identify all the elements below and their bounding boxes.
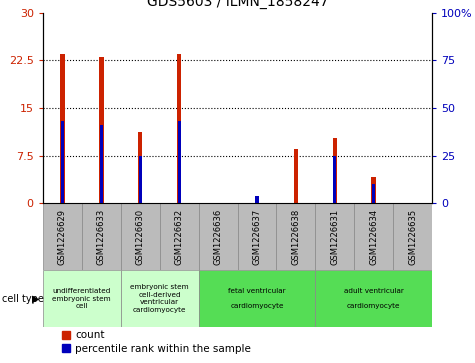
Bar bbox=[100, 125, 103, 203]
Legend: count, percentile rank within the sample: count, percentile rank within the sample bbox=[57, 326, 255, 358]
Text: GSM1226636: GSM1226636 bbox=[214, 209, 222, 265]
Bar bbox=[315, 203, 354, 270]
Bar bbox=[294, 149, 298, 203]
Bar bbox=[43, 270, 121, 327]
Text: GSM1226634: GSM1226634 bbox=[370, 209, 378, 265]
Text: embryonic stem
cell-derived
ventricular
cardiomyocyte: embryonic stem cell-derived ventricular … bbox=[130, 284, 189, 313]
Bar bbox=[199, 203, 238, 270]
Bar bbox=[43, 203, 82, 270]
Bar bbox=[121, 270, 199, 327]
Text: fetal ventricular

cardiomyocyte: fetal ventricular cardiomyocyte bbox=[228, 288, 286, 309]
Bar bbox=[82, 203, 121, 270]
Text: GSM1226630: GSM1226630 bbox=[136, 209, 144, 265]
Text: cell type: cell type bbox=[2, 294, 44, 303]
Text: ▶: ▶ bbox=[32, 294, 40, 303]
Text: GSM1226632: GSM1226632 bbox=[175, 209, 183, 265]
Bar bbox=[238, 203, 276, 270]
Bar bbox=[60, 54, 65, 203]
Text: GSM1226635: GSM1226635 bbox=[408, 209, 417, 265]
Bar bbox=[276, 203, 315, 270]
Bar bbox=[354, 203, 393, 270]
Bar bbox=[178, 121, 180, 203]
Bar bbox=[121, 203, 160, 270]
Text: GSM1226637: GSM1226637 bbox=[253, 209, 261, 265]
Bar bbox=[139, 156, 142, 203]
Title: GDS5603 / ILMN_1858247: GDS5603 / ILMN_1858247 bbox=[147, 0, 328, 9]
Text: undifferentiated
embryonic stem
cell: undifferentiated embryonic stem cell bbox=[52, 288, 111, 309]
Text: GSM1226638: GSM1226638 bbox=[292, 209, 300, 265]
Bar bbox=[61, 121, 64, 203]
Text: adult ventricular

cardiomyocyte: adult ventricular cardiomyocyte bbox=[344, 288, 404, 309]
Bar bbox=[99, 57, 104, 203]
Text: GSM1226631: GSM1226631 bbox=[331, 209, 339, 265]
Bar bbox=[372, 184, 375, 203]
Bar bbox=[255, 200, 259, 203]
Bar bbox=[332, 138, 337, 203]
Bar bbox=[177, 54, 181, 203]
Bar bbox=[315, 270, 432, 327]
Bar bbox=[160, 203, 199, 270]
Bar bbox=[138, 132, 142, 203]
Text: GSM1226633: GSM1226633 bbox=[97, 209, 105, 265]
Bar bbox=[333, 156, 336, 203]
Bar bbox=[256, 196, 258, 203]
Bar bbox=[199, 270, 315, 327]
Bar bbox=[371, 177, 376, 203]
Bar bbox=[393, 203, 432, 270]
Text: GSM1226629: GSM1226629 bbox=[58, 209, 66, 265]
